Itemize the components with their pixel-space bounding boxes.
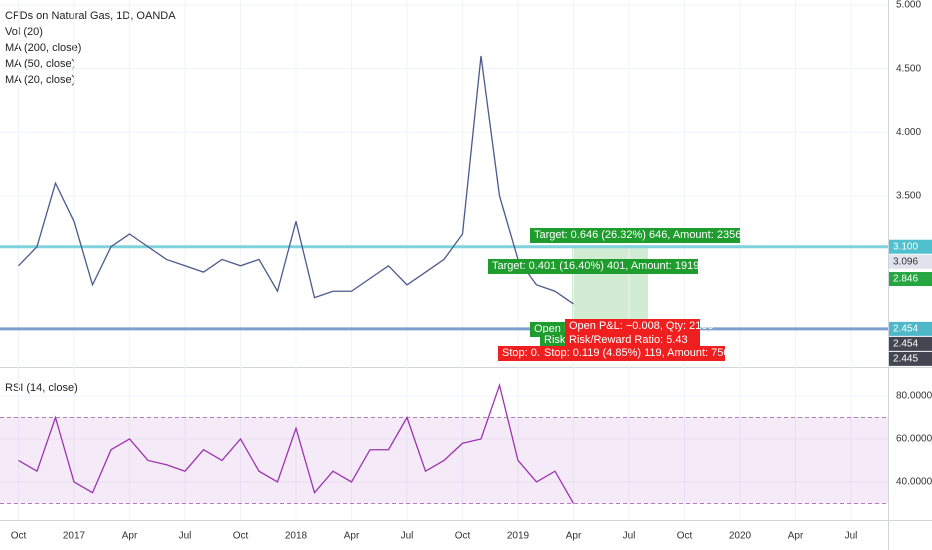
price-label: 2.445	[893, 354, 918, 365]
x-tick-label: Apr	[344, 531, 360, 542]
y-tick-label: 4.500	[896, 63, 921, 74]
indicator-label: Vol (20)	[5, 26, 43, 38]
indicator-label: MA (20, close)	[5, 74, 75, 86]
x-tick-label: Oct	[677, 531, 693, 542]
trade-label: Open P&L: −0.008, Qty: 2100	[569, 320, 714, 332]
data-line	[18, 382, 575, 504]
x-tick-label: Apr	[566, 531, 582, 542]
price-label: 2.454	[893, 339, 918, 350]
x-tick-label: Jul	[401, 531, 414, 542]
trade-label: Open P	[534, 323, 571, 335]
x-tick-label: 2020	[729, 531, 752, 542]
price-label-box	[889, 351, 932, 366]
trade-label-box	[530, 228, 740, 243]
price-label-box	[889, 272, 932, 287]
price-label-box	[889, 336, 932, 351]
trade-label-box	[488, 259, 698, 274]
price-label-box	[889, 321, 932, 336]
trade-label: Risk	[544, 334, 566, 346]
price-label: 2.454	[893, 324, 918, 335]
trade-label: Target: 0.646 (26.32%) 646, Amount: 2356…	[534, 229, 750, 241]
x-tick-label: Oct	[11, 531, 27, 542]
trade-label-box	[540, 333, 570, 348]
x-tick-label: Oct	[233, 531, 249, 542]
price-label-box	[889, 239, 932, 254]
trade-label-box	[565, 333, 700, 348]
trade-label: Stop: 0.119 (4.85%) 119, Amount: 750.1	[544, 347, 739, 359]
y-tick-label: 3.500	[896, 190, 921, 201]
y-tick-label: 80.0000	[896, 391, 932, 402]
y-tick-label: 60.0000	[896, 434, 932, 445]
trade-label-box	[565, 319, 700, 334]
x-tick-label: Jul	[623, 531, 636, 542]
y-tick-label: 5.000	[896, 0, 921, 11]
y-tick-label: 4.000	[896, 127, 921, 138]
indicator-label: MA (50, close)	[5, 58, 75, 70]
data-line	[18, 55, 574, 305]
trade-label: Stop: 0.	[502, 347, 540, 359]
price-label: 2.846	[893, 274, 918, 285]
target-zone	[572, 245, 648, 327]
price-label-box	[889, 254, 932, 269]
trade-label: Target: 0.401 (16.40%) 401, Amount: 1919…	[492, 260, 715, 272]
indicator-label: MA (200, close)	[5, 42, 81, 54]
trade-label-box	[498, 346, 542, 361]
x-tick-label: 2019	[507, 531, 530, 542]
trade-label: Risk/Reward Ratio: 5.43	[569, 334, 688, 346]
trade-label-box	[540, 346, 725, 361]
x-tick-label: Oct	[455, 531, 471, 542]
chart-title: CFDs on Natural Gas, 1D, OANDA	[5, 10, 176, 22]
x-tick-label: Apr	[122, 531, 138, 542]
x-tick-label: Jul	[845, 531, 858, 542]
rsi-title: RSI (14, close)	[5, 382, 78, 394]
x-tick-label: 2018	[285, 531, 308, 542]
price-label: 3.100	[893, 241, 918, 252]
x-tick-label: Apr	[788, 531, 804, 542]
price-label: 3.096	[893, 256, 918, 267]
x-tick-label: Jul	[179, 531, 192, 542]
y-tick-label: 40.0000	[896, 477, 932, 488]
x-tick-label: 2017	[63, 531, 86, 542]
